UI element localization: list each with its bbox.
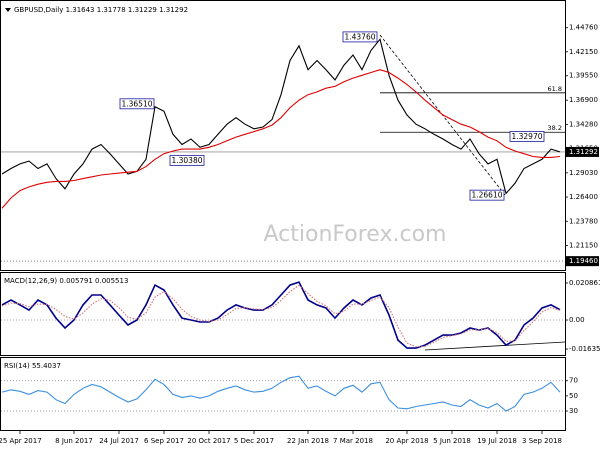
- x-tick-label: 8 Jun 2017: [55, 437, 93, 445]
- macd-frame: [0, 272, 566, 356]
- x-tick-label: 5 Dec 2017: [234, 437, 274, 445]
- annotation-label: 1.43760: [344, 32, 375, 41]
- annotation-label: 1.32970: [511, 132, 542, 141]
- x-tick-label: 22 Jan 2018: [287, 437, 329, 445]
- series-line: [1, 284, 561, 348]
- y-tick-label: 0.00: [569, 316, 585, 324]
- series-line: [1, 375, 561, 412]
- series-line: [1, 69, 561, 209]
- x-tick-label: 19 Jul 2018: [477, 437, 517, 445]
- x-tick-label: 3 Sep 2018: [522, 437, 562, 445]
- y-tick-label: 1.29030: [569, 169, 598, 177]
- annotation-box: [169, 154, 205, 166]
- x-tick-label: 20 Apr 2018: [385, 437, 428, 445]
- y-tick-label: 30: [569, 407, 578, 415]
- annotation-label: 1.26610: [471, 191, 502, 200]
- x-tick-label: 25 Apr 2017: [0, 437, 42, 445]
- panel-title: MACD(12,26,9) 0.005791 0.005513: [4, 277, 128, 285]
- y-tick-label: 50: [569, 392, 578, 400]
- price-label: 1.19460: [569, 257, 598, 265]
- y-tick-label: -0.016357: [569, 345, 600, 353]
- y-tick-label: 1.21150: [569, 242, 598, 250]
- price-label-box: [566, 146, 599, 157]
- y-tick-label: 1.23780: [569, 217, 598, 225]
- series-line: [1, 38, 561, 195]
- x-tick-label: 24 Jul 2017: [99, 437, 139, 445]
- annotation-box: [342, 31, 378, 43]
- annotation-label: 1.30380: [171, 156, 202, 165]
- fib-label: 61.8: [548, 85, 562, 93]
- y-tick-label: 1.34280: [569, 120, 598, 128]
- annotation-label: 1.36510: [121, 99, 152, 108]
- fib-label: 38.2: [548, 124, 562, 132]
- x-tick-label: 20 Oct 2017: [187, 437, 230, 445]
- watermark: ActionForex.com: [264, 222, 447, 247]
- y-tick-label: 70: [569, 377, 578, 385]
- annotation-box: [509, 131, 545, 142]
- x-tick-label: 7 Mar 2018: [333, 437, 373, 445]
- annotation-box: [119, 98, 155, 110]
- y-tick-label: 1.26400: [569, 193, 598, 201]
- y-tick-label: 1.39550: [569, 72, 598, 80]
- panel-title: RSI(14) 55.4037: [4, 362, 61, 370]
- chart-title: GBPUSD,Daily 1.31643 1.31778 1.31229 1.3…: [14, 6, 188, 14]
- main-frame: [0, 0, 566, 271]
- macd-trend-line: [424, 341, 566, 351]
- y-tick-label: 0.020861: [569, 279, 600, 287]
- y-tick-label: 1.44760: [569, 24, 598, 32]
- rsi-frame: [0, 357, 566, 431]
- y-tick-label: 1.42150: [569, 48, 598, 56]
- menu-arrow: [5, 8, 11, 12]
- price-label: 1.31292: [569, 148, 598, 156]
- series-line: [1, 281, 561, 349]
- annotation-box: [469, 189, 505, 201]
- x-tick-label: 6 Sep 2017: [144, 437, 184, 445]
- price-label-box: [566, 256, 599, 267]
- x-tick-label: 5 Jun 2018: [433, 437, 471, 445]
- y-tick-label: 1.36900: [569, 96, 598, 104]
